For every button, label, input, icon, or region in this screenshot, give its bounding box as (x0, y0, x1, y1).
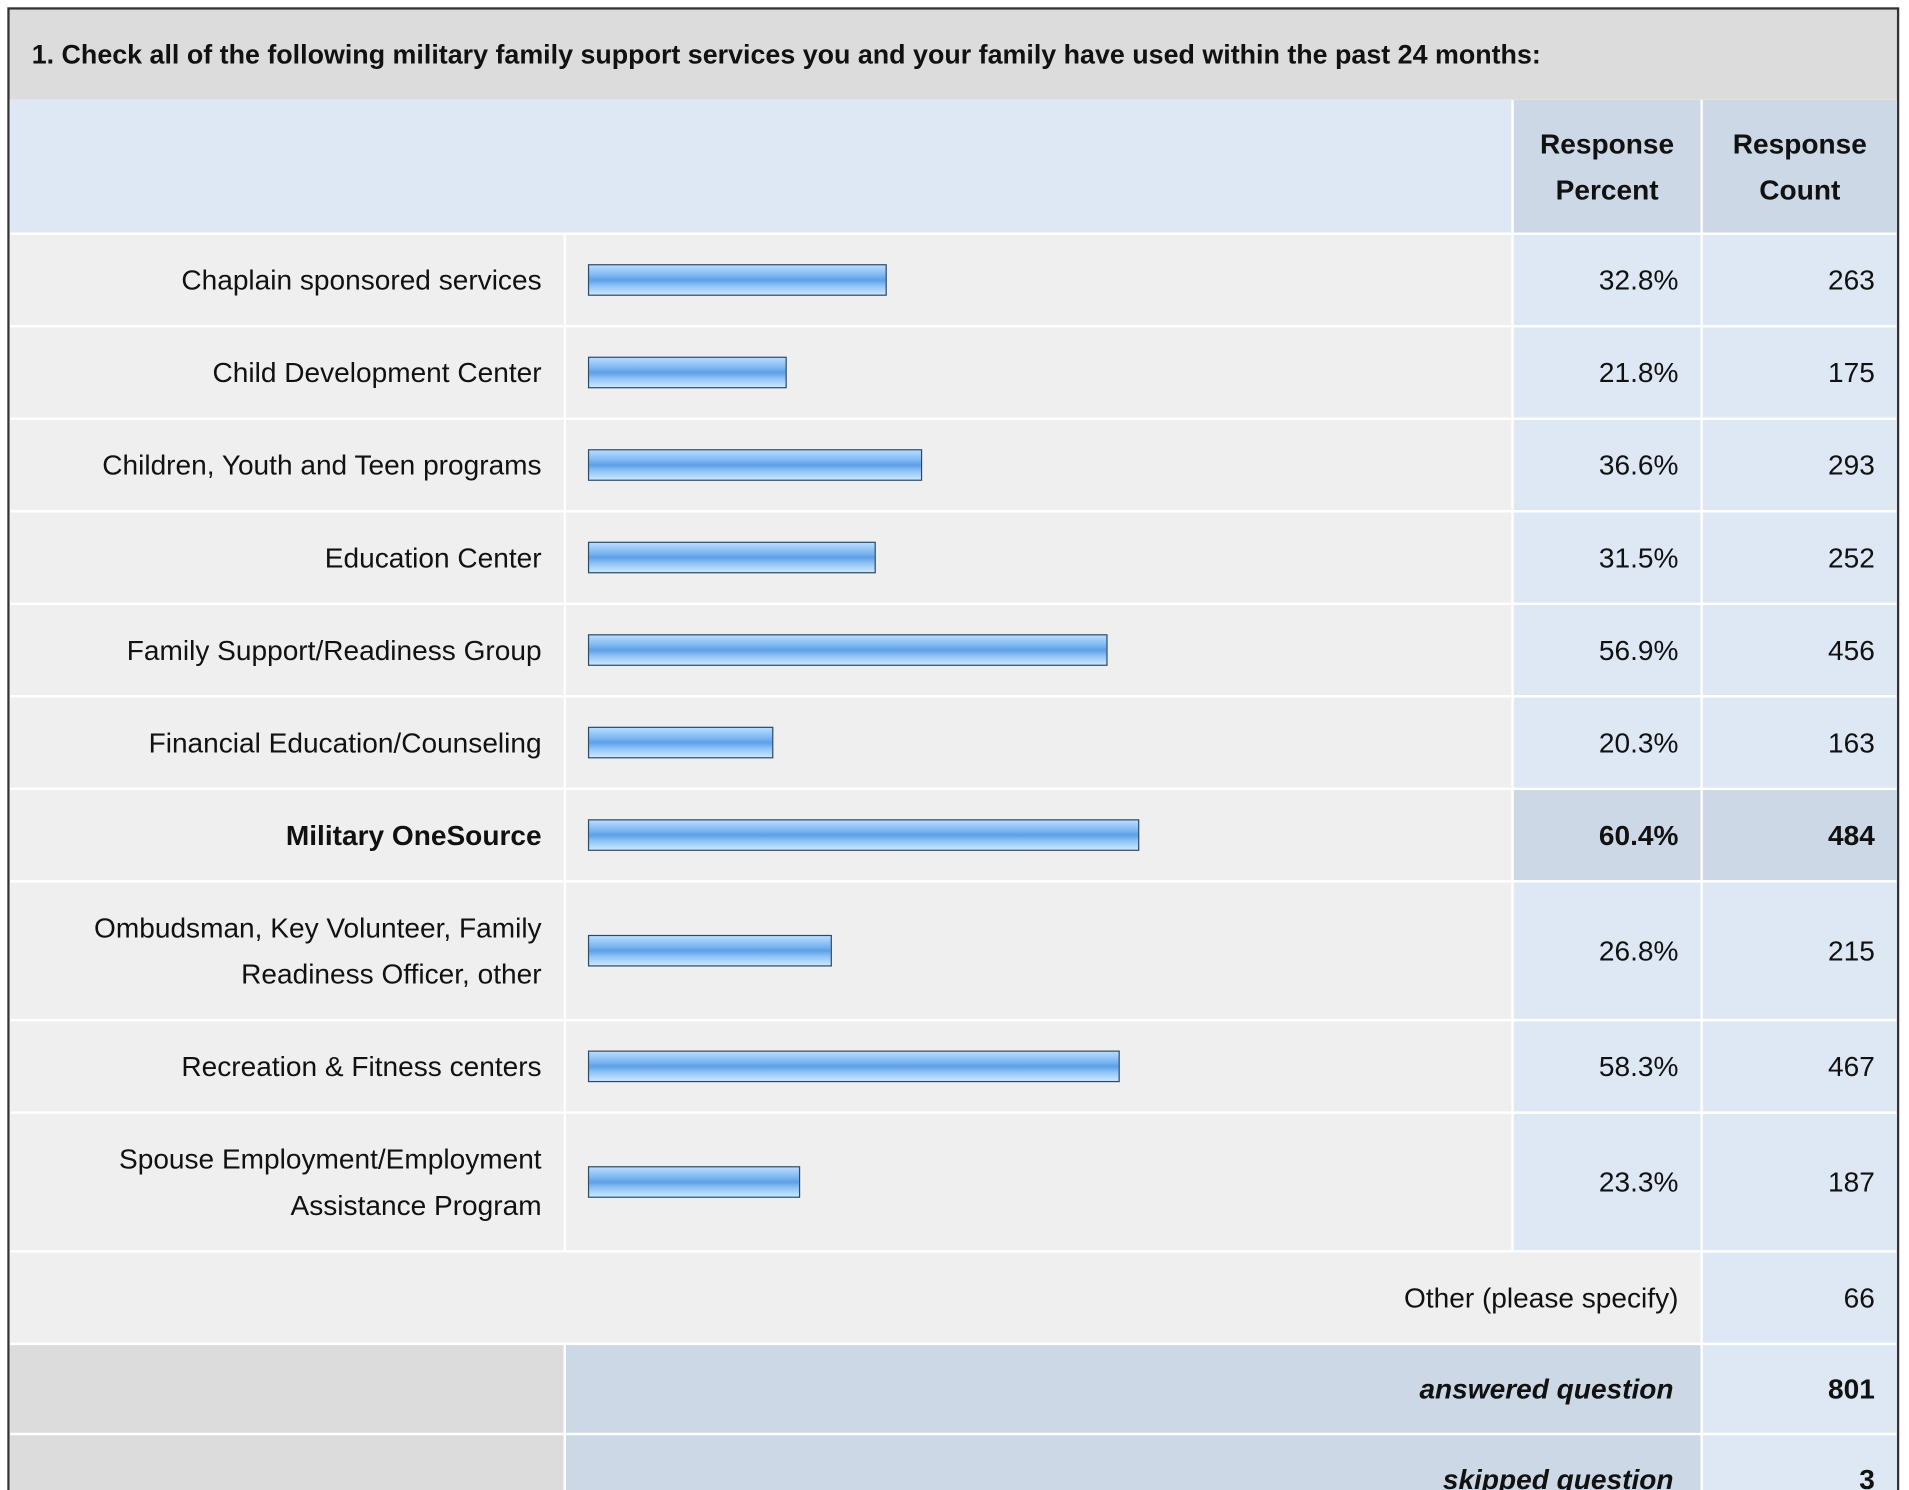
answered-count: 801 (1702, 1345, 1897, 1433)
row-label: Chaplain sponsored services (9, 234, 564, 326)
row-label: Financial Education/Counseling (9, 697, 564, 788)
bar (587, 726, 774, 759)
bar-cell (565, 604, 1512, 696)
bar (587, 1166, 801, 1198)
bar-cell (565, 234, 1512, 326)
bar-cell (565, 882, 1512, 1019)
percent: 56.9% (1513, 604, 1701, 696)
header-percent: Response Percent (1513, 99, 1701, 233)
count: 467 (1702, 1021, 1897, 1112)
question-title: 1. Check all of the following military f… (9, 9, 1897, 100)
answered-blank (9, 1345, 564, 1433)
header-blank (9, 99, 1512, 233)
other-count: 66 (1702, 1252, 1897, 1343)
bar (587, 356, 787, 389)
row-label: Child Development Center (9, 327, 564, 418)
percent: 26.8% (1513, 882, 1701, 1019)
bar (587, 934, 833, 967)
count: 163 (1702, 697, 1897, 788)
percent: 36.6% (1513, 419, 1701, 511)
bar-cell (565, 697, 1512, 788)
bar-cell (565, 790, 1512, 881)
results-table: 1. Check all of the following military f… (7, 7, 1900, 1490)
count: 175 (1702, 327, 1897, 418)
bar (587, 1050, 1120, 1083)
skipped-label: skipped question (565, 1435, 1701, 1490)
skipped-count: 3 (1702, 1435, 1897, 1490)
count: 252 (1702, 512, 1897, 603)
bar (587, 264, 888, 296)
row-label: Family Support/Readiness Group (9, 604, 564, 696)
count: 187 (1702, 1113, 1897, 1251)
bar-cell (565, 419, 1512, 511)
percent: 20.3% (1513, 697, 1701, 788)
percent: 58.3% (1513, 1021, 1701, 1112)
count: 215 (1702, 882, 1897, 1019)
percent: 31.5% (1513, 512, 1701, 603)
row-label: Education Center (9, 512, 564, 603)
skipped-blank (9, 1435, 564, 1490)
row-label: Spouse Employment/Employment Assistance … (9, 1113, 564, 1251)
count: 484 (1702, 790, 1897, 881)
bar-cell (565, 1021, 1512, 1112)
percent: 23.3% (1513, 1113, 1701, 1251)
percent: 60.4% (1513, 790, 1701, 881)
bar (587, 819, 1140, 851)
answered-label: answered question (565, 1345, 1701, 1433)
bar (587, 634, 1108, 666)
bar-cell (565, 512, 1512, 603)
count: 293 (1702, 419, 1897, 511)
percent: 32.8% (1513, 234, 1701, 326)
row-label: Children, Youth and Teen programs (9, 419, 564, 511)
bar-cell (565, 1113, 1512, 1251)
row-label: Recreation & Fitness centers (9, 1021, 564, 1112)
bar (587, 541, 876, 574)
count: 263 (1702, 234, 1897, 326)
percent: 21.8% (1513, 327, 1701, 418)
row-label: Military OneSource (9, 790, 564, 881)
bar (587, 449, 922, 481)
other-label: Other (please specify) (9, 1252, 1701, 1343)
grid: Response Percent Response Count Chaplain… (9, 99, 1897, 1490)
bar-cell (565, 327, 1512, 418)
row-label: Ombudsman, Key Volunteer, Family Readine… (9, 882, 564, 1019)
header-count: Response Count (1702, 99, 1897, 233)
count: 456 (1702, 604, 1897, 696)
